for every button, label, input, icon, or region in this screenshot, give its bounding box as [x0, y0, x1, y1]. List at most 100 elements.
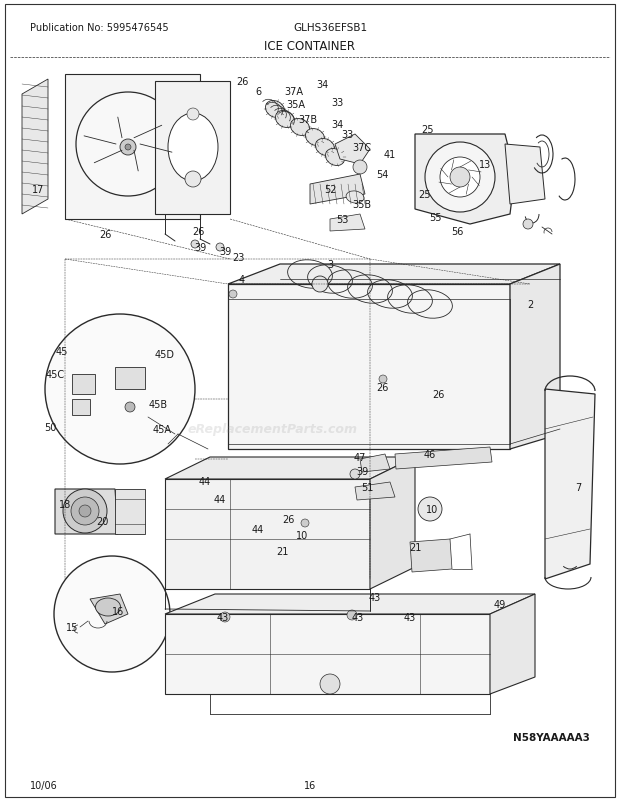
Polygon shape — [370, 457, 415, 589]
Circle shape — [79, 505, 91, 517]
Text: 43: 43 — [369, 592, 381, 602]
Circle shape — [450, 168, 470, 188]
Circle shape — [185, 172, 201, 188]
Polygon shape — [330, 215, 365, 232]
Text: 16: 16 — [304, 780, 316, 790]
Text: 10: 10 — [296, 530, 308, 541]
Circle shape — [440, 158, 480, 198]
Polygon shape — [155, 82, 230, 215]
Text: 50: 50 — [44, 423, 56, 432]
Text: 49: 49 — [494, 599, 506, 610]
Text: 43: 43 — [217, 612, 229, 622]
Polygon shape — [165, 480, 370, 589]
Text: 54: 54 — [376, 170, 388, 180]
Text: 37A: 37A — [285, 87, 304, 97]
Polygon shape — [228, 265, 560, 285]
Polygon shape — [165, 614, 490, 695]
Circle shape — [54, 557, 170, 672]
Text: 26: 26 — [432, 390, 444, 399]
Circle shape — [347, 610, 357, 620]
Text: 7: 7 — [575, 482, 581, 492]
Text: 45C: 45C — [45, 370, 64, 379]
Text: 26: 26 — [282, 514, 294, 525]
Ellipse shape — [316, 140, 335, 156]
Circle shape — [220, 612, 230, 622]
Circle shape — [312, 277, 328, 293]
Text: 44: 44 — [252, 525, 264, 534]
Text: 34: 34 — [316, 80, 328, 90]
Text: 6: 6 — [255, 87, 261, 97]
Polygon shape — [490, 594, 535, 695]
Polygon shape — [410, 539, 452, 573]
Ellipse shape — [98, 118, 158, 178]
Ellipse shape — [275, 111, 294, 128]
Polygon shape — [55, 489, 118, 534]
Polygon shape — [22, 80, 48, 215]
Ellipse shape — [81, 100, 175, 195]
Text: 39: 39 — [219, 247, 231, 257]
Text: 13: 13 — [479, 160, 491, 170]
Text: 17: 17 — [32, 184, 44, 195]
Polygon shape — [165, 594, 535, 614]
Text: 45D: 45D — [155, 350, 175, 359]
Text: 25: 25 — [422, 125, 434, 135]
Circle shape — [45, 314, 195, 464]
Text: Publication No: 5995476545: Publication No: 5995476545 — [30, 23, 169, 33]
Polygon shape — [72, 375, 95, 395]
Text: 26: 26 — [99, 229, 111, 240]
Polygon shape — [395, 448, 492, 469]
Ellipse shape — [120, 144, 136, 166]
Text: 26: 26 — [192, 227, 204, 237]
Polygon shape — [115, 367, 145, 390]
Polygon shape — [65, 75, 200, 220]
Polygon shape — [505, 145, 545, 205]
Circle shape — [216, 244, 224, 252]
Polygon shape — [72, 399, 90, 415]
Text: 37B: 37B — [298, 115, 317, 125]
Text: 43: 43 — [404, 612, 416, 622]
Text: 39: 39 — [356, 467, 368, 476]
Circle shape — [63, 489, 107, 533]
Text: 45A: 45A — [153, 424, 172, 435]
Text: 3: 3 — [327, 260, 333, 269]
Circle shape — [353, 160, 367, 175]
Text: 45: 45 — [56, 346, 68, 357]
Polygon shape — [228, 285, 510, 449]
Polygon shape — [90, 594, 128, 624]
Ellipse shape — [265, 101, 285, 119]
Circle shape — [301, 520, 309, 528]
Circle shape — [125, 145, 131, 151]
Text: 4: 4 — [239, 274, 245, 285]
Ellipse shape — [290, 119, 309, 136]
Text: 43: 43 — [352, 612, 364, 622]
Text: 10/06: 10/06 — [30, 780, 58, 790]
Text: 41: 41 — [384, 150, 396, 160]
Polygon shape — [165, 457, 415, 480]
Ellipse shape — [168, 114, 218, 182]
Text: 51: 51 — [361, 482, 373, 492]
Text: 33: 33 — [341, 130, 353, 140]
Text: 26: 26 — [376, 383, 388, 392]
Text: 37C: 37C — [352, 143, 371, 153]
Circle shape — [187, 109, 199, 121]
Polygon shape — [510, 265, 560, 449]
Text: 55: 55 — [429, 213, 441, 223]
Polygon shape — [115, 489, 145, 534]
Circle shape — [191, 241, 199, 249]
Circle shape — [425, 143, 495, 213]
Text: 45B: 45B — [148, 399, 167, 410]
Circle shape — [229, 290, 237, 298]
Ellipse shape — [346, 192, 364, 204]
Text: 15: 15 — [66, 622, 78, 632]
Polygon shape — [335, 135, 370, 164]
Text: 21: 21 — [276, 546, 288, 557]
Text: 44: 44 — [214, 494, 226, 504]
Ellipse shape — [113, 133, 143, 163]
Circle shape — [418, 497, 442, 521]
Text: 10: 10 — [426, 504, 438, 514]
Polygon shape — [355, 482, 395, 500]
Text: 35B: 35B — [352, 200, 371, 210]
Ellipse shape — [326, 149, 345, 166]
Text: 16: 16 — [112, 606, 124, 616]
Text: 2: 2 — [527, 300, 533, 310]
